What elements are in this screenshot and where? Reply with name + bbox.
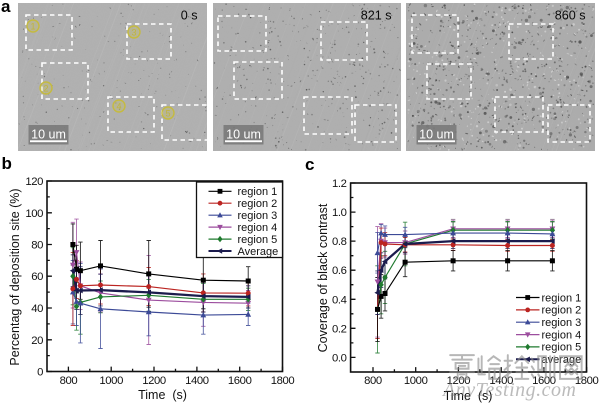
svg-text:821 s: 821 s <box>361 9 392 23</box>
svg-text:80: 80 <box>31 240 43 252</box>
svg-text:1000: 1000 <box>99 375 123 387</box>
svg-text:Coverage of black contrast: Coverage of black contrast <box>316 203 330 352</box>
svg-text:Time (s): Time (s) <box>444 389 493 403</box>
svg-text:region 4: region 4 <box>542 329 582 341</box>
svg-text:5: 5 <box>165 109 170 119</box>
svg-text:0: 0 <box>37 367 43 379</box>
svg-text:860 s: 860 s <box>555 9 586 23</box>
svg-text:region 3: region 3 <box>542 317 582 329</box>
svg-text:20: 20 <box>31 335 43 347</box>
svg-text:region 5: region 5 <box>542 342 582 354</box>
svg-text:region 5: region 5 <box>238 234 278 246</box>
svg-text:region 2: region 2 <box>542 305 582 317</box>
svg-text:0.4: 0.4 <box>332 294 347 306</box>
svg-text:Average: Average <box>238 246 279 258</box>
svg-text:1200: 1200 <box>142 375 166 387</box>
svg-text:10 um: 10 um <box>31 128 66 142</box>
svg-text:4: 4 <box>116 102 121 112</box>
svg-text:region 4: region 4 <box>238 222 278 234</box>
svg-text:10 um: 10 um <box>226 128 261 142</box>
svg-text:0.6: 0.6 <box>332 265 347 277</box>
svg-text:0.0: 0.0 <box>332 352 347 364</box>
svg-text:40: 40 <box>31 303 43 315</box>
svg-text:1: 1 <box>30 22 35 32</box>
svg-text:0.8: 0.8 <box>332 236 347 248</box>
svg-text:1800: 1800 <box>271 375 295 387</box>
svg-text:800: 800 <box>364 375 382 387</box>
svg-text:Percentag of deposition site (: Percentag of deposition site (%) <box>8 188 22 365</box>
svg-text:2: 2 <box>43 84 48 94</box>
svg-text:region 3: region 3 <box>238 210 278 222</box>
svg-text:0.2: 0.2 <box>332 323 347 335</box>
svg-text:60: 60 <box>31 271 43 283</box>
svg-text:1.0: 1.0 <box>332 207 347 219</box>
svg-text:Time (s): Time (s) <box>138 388 187 402</box>
svg-text:1000: 1000 <box>404 375 428 387</box>
svg-text:1600: 1600 <box>228 375 252 387</box>
svg-text:3: 3 <box>131 28 136 38</box>
svg-text:800: 800 <box>60 375 78 387</box>
svg-text:region 1: region 1 <box>542 292 582 304</box>
svg-text:1.2: 1.2 <box>332 178 347 190</box>
svg-text:100: 100 <box>25 208 43 220</box>
svg-text:region 2: region 2 <box>238 198 278 210</box>
svg-text:0 s: 0 s <box>181 9 198 23</box>
svg-text:region 1: region 1 <box>238 186 278 198</box>
svg-text:10 um: 10 um <box>419 128 454 142</box>
svg-text:1400: 1400 <box>185 375 209 387</box>
svg-text:120: 120 <box>25 176 43 188</box>
